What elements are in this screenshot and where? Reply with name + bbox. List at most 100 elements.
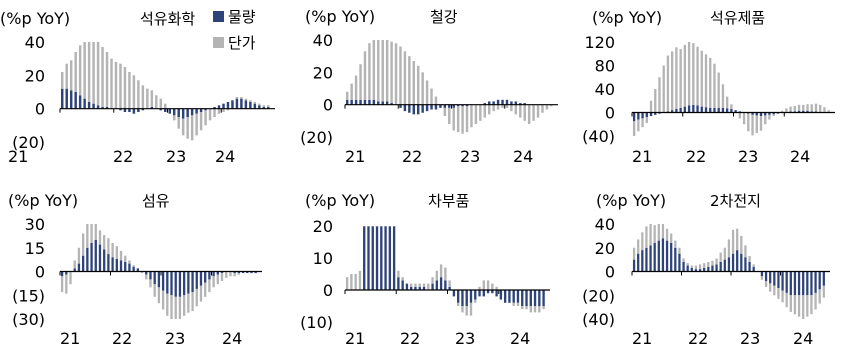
bar-volume bbox=[98, 244, 102, 272]
bar-volume bbox=[696, 105, 699, 113]
x-tick-label: 24 bbox=[215, 147, 235, 166]
bar-volume bbox=[74, 92, 77, 109]
bar-price bbox=[686, 263, 689, 266]
bar-volume bbox=[764, 271, 768, 281]
bar-price bbox=[713, 63, 716, 108]
y-tick-label: 40 bbox=[313, 31, 333, 50]
bar-price bbox=[421, 72, 424, 105]
bar-price bbox=[687, 42, 691, 106]
bar-price bbox=[781, 290, 784, 303]
y-tick-label: (30) bbox=[12, 310, 45, 329]
bar-price bbox=[444, 267, 447, 281]
bar-volume bbox=[703, 267, 706, 272]
bar-price bbox=[403, 51, 407, 105]
x-tick-label: 22 bbox=[686, 147, 706, 166]
bar-volume bbox=[78, 95, 82, 109]
bar-volume bbox=[760, 271, 764, 277]
bar-volume bbox=[111, 257, 114, 272]
x-tick-label: 22 bbox=[688, 329, 708, 348]
bar-volume bbox=[237, 271, 241, 274]
bar-price bbox=[375, 226, 379, 227]
bar-price bbox=[483, 104, 486, 118]
bar-volume bbox=[678, 253, 681, 272]
bar-volume bbox=[425, 104, 429, 112]
bar-volume bbox=[149, 271, 152, 280]
bar-volume bbox=[191, 271, 194, 293]
bar-price bbox=[128, 260, 131, 264]
bar-price bbox=[806, 104, 809, 111]
bar-price bbox=[818, 289, 821, 304]
bar-volume bbox=[523, 103, 526, 105]
bar-volume bbox=[641, 250, 644, 272]
bar-price bbox=[222, 108, 225, 112]
x-tick-label: 24 bbox=[793, 329, 813, 348]
bar-volume bbox=[367, 226, 370, 290]
bar-price bbox=[96, 42, 100, 106]
bar-volume bbox=[456, 104, 460, 107]
bar-volume bbox=[177, 108, 180, 117]
bar-price bbox=[217, 108, 221, 114]
bar-price bbox=[810, 295, 813, 315]
bar-volume bbox=[686, 265, 689, 272]
bar-volume bbox=[802, 271, 805, 296]
bar-price bbox=[141, 85, 145, 109]
bar-volume bbox=[226, 102, 230, 109]
bar-volume bbox=[250, 271, 253, 274]
bar-volume bbox=[448, 104, 451, 108]
bar-volume bbox=[521, 290, 524, 306]
bar-volume bbox=[744, 257, 747, 272]
bar-volume bbox=[461, 104, 464, 107]
bar-volume bbox=[443, 104, 447, 108]
chart-title: 석유제품 bbox=[710, 9, 765, 27]
bar-price bbox=[683, 44, 687, 107]
bar-price bbox=[545, 104, 549, 110]
bar-volume bbox=[186, 108, 189, 117]
bar-volume bbox=[388, 226, 392, 290]
bar-volume bbox=[709, 107, 712, 113]
bar-price bbox=[747, 113, 750, 132]
bar-price bbox=[191, 292, 194, 312]
bar-volume bbox=[128, 263, 131, 272]
bar-price bbox=[237, 273, 241, 275]
chart-panel-4: (%p YoY) 섬유 30 15 0 (15) (30) 21 22 23 24 bbox=[8, 191, 262, 348]
bar-price bbox=[461, 306, 464, 313]
bar-price bbox=[174, 296, 177, 319]
bar-volume bbox=[94, 239, 97, 272]
bar-price bbox=[755, 115, 758, 134]
bar-price bbox=[492, 104, 495, 112]
bar-volume bbox=[372, 99, 376, 105]
bar-volume bbox=[258, 105, 261, 109]
bar-price bbox=[525, 306, 528, 310]
bar-volume bbox=[496, 99, 500, 105]
bar-price bbox=[632, 247, 636, 260]
bar-price bbox=[388, 226, 392, 227]
bar-price bbox=[69, 60, 73, 91]
bar-price bbox=[267, 105, 270, 107]
chart-title: 차부품 bbox=[428, 192, 469, 210]
bar-volume bbox=[103, 249, 106, 272]
bar-volume bbox=[107, 254, 110, 272]
bar-volume bbox=[363, 226, 366, 290]
bar-volume bbox=[418, 286, 421, 290]
x-tick-label: 24 bbox=[510, 329, 530, 348]
bar-price bbox=[797, 104, 801, 111]
legend-label-price: 단가 bbox=[228, 34, 256, 52]
bar-volume bbox=[217, 105, 221, 109]
x-tick-label: 21 bbox=[8, 147, 28, 166]
bar-price bbox=[439, 264, 443, 278]
bar-price bbox=[819, 104, 822, 112]
bar-volume bbox=[371, 226, 374, 290]
bar-volume bbox=[719, 262, 722, 272]
bar-volume bbox=[542, 290, 545, 306]
bar-volume bbox=[806, 110, 809, 113]
bar-volume bbox=[92, 103, 95, 109]
bar-volume bbox=[412, 104, 415, 115]
bar-price bbox=[65, 63, 68, 89]
x-tick-label: 23 bbox=[166, 147, 186, 166]
bar-price bbox=[350, 83, 353, 100]
bar-price bbox=[368, 43, 371, 100]
bar-volume bbox=[802, 110, 805, 113]
bar-price bbox=[401, 277, 404, 281]
bar-volume bbox=[414, 286, 417, 290]
